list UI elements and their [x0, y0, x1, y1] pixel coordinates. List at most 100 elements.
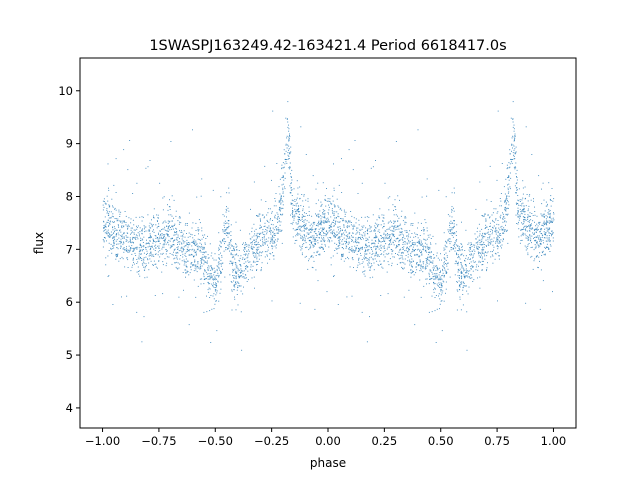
- data-point: [336, 252, 338, 254]
- data-point: [199, 222, 201, 224]
- data-point: [453, 187, 455, 189]
- data-point: [294, 201, 296, 202]
- data-point: [441, 330, 443, 332]
- data-point: [391, 230, 393, 232]
- data-point: [479, 257, 481, 258]
- data-point: [142, 216, 144, 218]
- data-point: [480, 244, 482, 246]
- data-point: [114, 208, 116, 210]
- data-point: [346, 226, 348, 228]
- data-point: [482, 264, 484, 265]
- data-point: [290, 202, 292, 204]
- data-point: [296, 210, 298, 212]
- data-point: [249, 269, 251, 271]
- data-point: [204, 270, 206, 272]
- data-point: [427, 251, 429, 253]
- data-point: [502, 218, 504, 220]
- data-point: [261, 262, 263, 264]
- data-point: [288, 168, 290, 170]
- data-point: [501, 205, 502, 207]
- data-point: [535, 247, 537, 249]
- data-point: [462, 304, 464, 306]
- data-point: [248, 250, 250, 252]
- data-point: [132, 259, 134, 261]
- data-point: [461, 278, 462, 280]
- data-point: [256, 237, 258, 239]
- data-point: [204, 255, 206, 257]
- data-point: [257, 243, 259, 245]
- data-point: [509, 163, 511, 165]
- data-point: [468, 249, 470, 251]
- data-point: [223, 229, 225, 231]
- data-point: [323, 217, 325, 218]
- data-point: [511, 137, 513, 139]
- data-point: [544, 254, 546, 256]
- data-point: [387, 228, 389, 230]
- data-point: [341, 192, 343, 193]
- data-point: [284, 153, 286, 155]
- data-point: [326, 230, 328, 232]
- data-point: [316, 225, 318, 226]
- data-point: [170, 246, 172, 248]
- data-point: [437, 257, 439, 259]
- data-point: [545, 227, 547, 229]
- data-point: [457, 263, 459, 264]
- data-point: [543, 216, 545, 218]
- data-point: [228, 244, 230, 245]
- data-point: [486, 226, 488, 228]
- data-point: [334, 206, 336, 208]
- data-point: [110, 217, 112, 218]
- data-point: [115, 158, 117, 160]
- data-point: [379, 260, 381, 262]
- data-point: [292, 212, 294, 213]
- data-point: [272, 236, 274, 237]
- data-point: [401, 247, 403, 248]
- data-point: [429, 252, 431, 254]
- data-point: [475, 208, 477, 210]
- data-point: [170, 227, 171, 228]
- data-point: [549, 214, 551, 216]
- data-point: [257, 235, 259, 237]
- data-point: [529, 224, 531, 225]
- data-point: [483, 246, 485, 248]
- data-point: [433, 291, 435, 293]
- data-point: [197, 229, 199, 231]
- data-point: [135, 216, 137, 218]
- data-point: [252, 253, 254, 255]
- data-point: [220, 270, 221, 272]
- data-point: [334, 217, 336, 219]
- data-point: [341, 209, 343, 211]
- data-point: [472, 257, 473, 259]
- data-point: [190, 262, 192, 264]
- data-point: [414, 212, 416, 214]
- data-point: [132, 264, 133, 266]
- data-point: [399, 225, 401, 226]
- data-point: [260, 199, 262, 201]
- data-point: [456, 281, 458, 282]
- data-point: [456, 253, 458, 255]
- data-point: [397, 226, 399, 228]
- data-point: [461, 245, 463, 247]
- data-point: [401, 231, 403, 233]
- data-point: [255, 241, 257, 243]
- data-point: [367, 230, 369, 232]
- data-point: [209, 278, 211, 280]
- data-point: [435, 276, 437, 278]
- data-point: [132, 219, 134, 221]
- data-point: [417, 254, 419, 256]
- data-point: [389, 258, 391, 260]
- data-point: [451, 208, 453, 210]
- data-point: [141, 230, 143, 231]
- data-point: [385, 233, 387, 235]
- data-point: [127, 226, 129, 228]
- data-point: [420, 245, 422, 246]
- data-point: [347, 256, 348, 258]
- data-point: [149, 249, 151, 251]
- data-point: [481, 215, 483, 216]
- data-point: [249, 238, 251, 240]
- data-point: [216, 278, 217, 280]
- data-point: [548, 213, 550, 215]
- data-point: [271, 300, 273, 302]
- data-point: [314, 231, 316, 233]
